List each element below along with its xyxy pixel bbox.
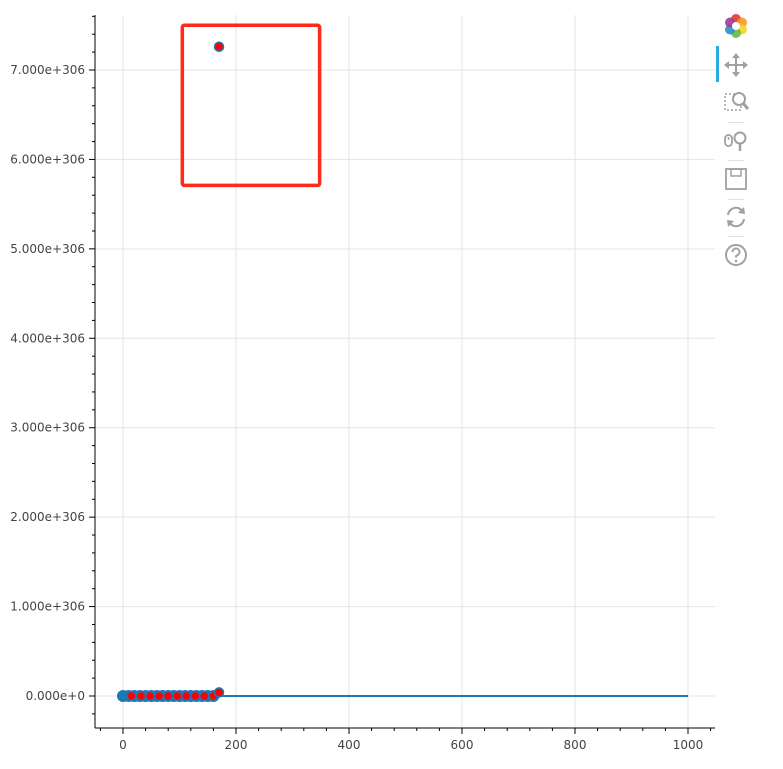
x-axis-ticks: 0 200 400 600 800 1000 bbox=[99, 728, 712, 752]
red-data-point bbox=[153, 690, 165, 702]
highlight-box bbox=[180, 23, 322, 188]
y-axis-ticks: 0.000e+0 1.000e+306 2.000e+306 3.000e+306 4.… bbox=[10, 15, 95, 715]
series-layer bbox=[117, 41, 688, 702]
active-tool-indicator bbox=[716, 46, 719, 82]
plot-canvas[interactable]: 0.000e+0 1.000e+306 2.000e+306 3.000e+306 4.… bbox=[0, 0, 716, 769]
red-data-point bbox=[199, 690, 210, 702]
y-tick-label: 1.000e+306 bbox=[10, 600, 85, 614]
wheel-zoom-tool-icon[interactable] bbox=[722, 126, 750, 154]
red-data-point bbox=[135, 690, 147, 702]
toolbar-divider bbox=[728, 199, 744, 200]
help-tool-icon[interactable] bbox=[722, 241, 750, 269]
toolbar-divider bbox=[728, 236, 744, 237]
red-data-point bbox=[162, 690, 174, 702]
y-tick-label: 5.000e+306 bbox=[10, 242, 85, 256]
x-tick-label: 400 bbox=[338, 738, 361, 752]
y-tick-label: 3.000e+306 bbox=[10, 421, 85, 435]
toolbar-divider bbox=[728, 160, 744, 161]
x-tick-label: 1000 bbox=[673, 738, 704, 752]
x-tick-label: 800 bbox=[564, 738, 587, 752]
y-tick-label: 0.000e+0 bbox=[26, 689, 85, 703]
x-tick-label: 0 bbox=[119, 738, 127, 752]
toolbar-divider bbox=[728, 122, 744, 123]
x-tick-label: 600 bbox=[451, 738, 474, 752]
reset-tool-icon[interactable] bbox=[722, 203, 750, 231]
red-data-point bbox=[181, 690, 192, 702]
red-data-point bbox=[126, 690, 137, 702]
red-data-point bbox=[213, 687, 225, 698]
plot-frame bbox=[95, 15, 715, 728]
x-tick-label: 200 bbox=[225, 738, 248, 752]
red-data-point bbox=[190, 690, 201, 702]
box-zoom-tool-icon[interactable] bbox=[722, 88, 750, 116]
save-tool-icon[interactable] bbox=[722, 165, 750, 193]
y-tick-label: 6.000e+306 bbox=[10, 152, 85, 166]
annotation-layer bbox=[180, 23, 322, 188]
red-data-point bbox=[171, 690, 183, 702]
bokeh-logo-icon bbox=[725, 14, 747, 38]
axes bbox=[94, 15, 715, 729]
red-data-point bbox=[213, 41, 225, 52]
y-tick-label: 7.000e+306 bbox=[10, 63, 85, 77]
red-data-point bbox=[144, 690, 156, 702]
grid-lines bbox=[95, 15, 715, 728]
y-tick-label: 4.000e+306 bbox=[10, 331, 85, 345]
pan-tool-icon[interactable] bbox=[722, 51, 750, 79]
toolbar bbox=[716, 10, 756, 270]
y-tick-label: 2.000e+306 bbox=[10, 510, 85, 524]
